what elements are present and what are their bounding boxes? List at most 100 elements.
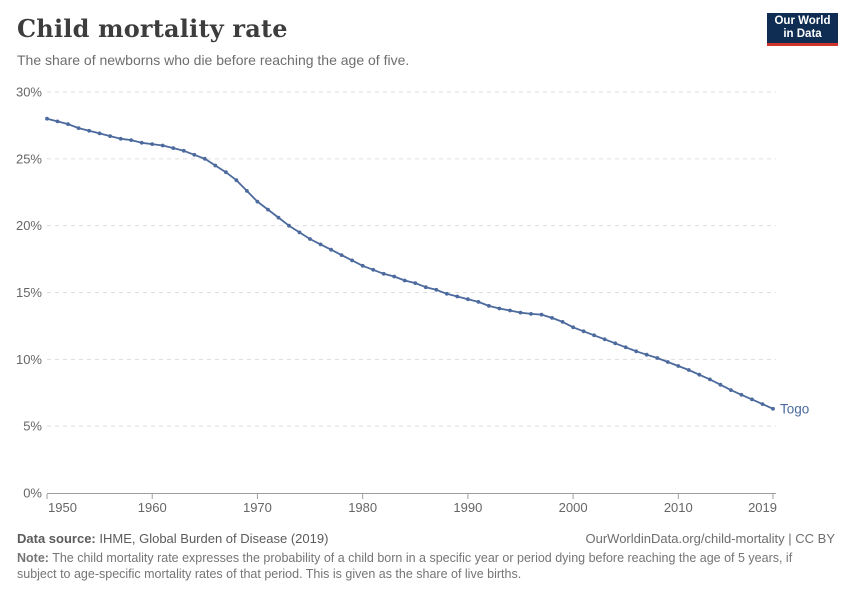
data-point[interactable]	[76, 126, 81, 130]
data-source-line: Data source: IHME, Global Burden of Dise…	[17, 531, 328, 546]
data-source-label: Data source:	[17, 531, 96, 546]
data-point[interactable]	[508, 308, 512, 313]
data-point[interactable]	[234, 178, 239, 183]
data-point[interactable]	[276, 215, 281, 220]
x-axis-tick-label: 1980	[348, 500, 377, 515]
data-line-togo[interactable]	[46, 117, 774, 410]
data-point[interactable]	[266, 207, 270, 212]
data-point[interactable]	[45, 116, 49, 121]
data-point[interactable]	[318, 242, 323, 247]
data-point[interactable]	[571, 325, 575, 330]
data-point[interactable]	[560, 320, 565, 324]
data-point[interactable]	[339, 253, 344, 257]
page-title: Child mortality rate	[17, 14, 288, 43]
data-point[interactable]	[518, 310, 523, 315]
note-label: Note:	[17, 551, 49, 565]
data-point[interactable]	[150, 142, 155, 147]
data-point[interactable]	[665, 360, 670, 364]
owid-url-link[interactable]: OurWorldinData.org/child-mortality | CC …	[585, 531, 836, 546]
data-point[interactable]	[476, 300, 481, 304]
y-axis-tick-label: 15%	[16, 285, 42, 300]
data-point[interactable]	[623, 345, 628, 350]
y-axis-tick-label: 10%	[16, 352, 42, 367]
data-point[interactable]	[739, 392, 744, 397]
data-point[interactable]	[466, 297, 470, 302]
data-point[interactable]	[634, 349, 639, 354]
data-point[interactable]	[308, 237, 312, 241]
data-point[interactable]	[487, 304, 491, 308]
data-point[interactable]	[402, 278, 407, 283]
data-point[interactable]	[750, 397, 754, 402]
data-point[interactable]	[297, 230, 302, 235]
x-axis-tick-label: 2000	[559, 500, 588, 515]
data-point[interactable]	[550, 316, 554, 320]
x-axis-tick-label: 2010	[664, 500, 693, 515]
data-point[interactable]	[108, 134, 112, 139]
y-axis-tick-label: 20%	[16, 218, 42, 233]
chart-subtitle: The share of newborns who die before rea…	[17, 52, 410, 68]
data-point[interactable]	[686, 368, 691, 372]
owid-logo[interactable]: Our World in Data	[767, 13, 838, 46]
note-value: The child mortality rate expresses the p…	[17, 551, 793, 581]
data-point[interactable]	[192, 152, 197, 157]
y-axis-tick-label: 30%	[16, 85, 42, 100]
data-point[interactable]	[760, 402, 765, 406]
data-point[interactable]	[66, 122, 70, 126]
data-point[interactable]	[413, 281, 418, 285]
data-point[interactable]	[97, 131, 102, 136]
data-source-value: IHME, Global Burden of Disease (2019)	[95, 531, 329, 546]
data-point[interactable]	[255, 199, 260, 204]
data-point[interactable]	[592, 333, 596, 338]
data-point[interactable]	[539, 312, 544, 317]
y-axis-tick-label: 0%	[23, 486, 42, 501]
data-point[interactable]	[581, 329, 586, 334]
data-point[interactable]	[497, 306, 502, 311]
data-point[interactable]	[350, 258, 354, 263]
data-point[interactable]	[708, 377, 712, 382]
data-point[interactable]	[118, 136, 123, 141]
data-point[interactable]	[55, 119, 60, 124]
x-axis-tick-label: 1960	[138, 500, 167, 515]
y-axis-tick-label: 5%	[23, 419, 42, 434]
data-point[interactable]	[444, 291, 449, 296]
data-point[interactable]	[87, 128, 91, 133]
data-point[interactable]	[423, 285, 428, 290]
data-point[interactable]	[455, 294, 460, 299]
data-point[interactable]	[729, 388, 733, 392]
data-point[interactable]	[360, 263, 365, 268]
data-point[interactable]	[139, 140, 144, 145]
data-point[interactable]	[329, 247, 333, 252]
x-axis-tick-label: 1950	[48, 500, 77, 515]
chart-note: Note: The child mortality rate expresses…	[17, 551, 819, 582]
data-point[interactable]	[718, 382, 723, 387]
data-point[interactable]	[676, 364, 681, 368]
data-point[interactable]	[371, 267, 376, 272]
x-axis-tick-label: 1990	[453, 500, 482, 515]
data-point[interactable]	[224, 170, 228, 175]
x-axis-tick-label: 2019	[748, 500, 777, 515]
data-point[interactable]	[697, 372, 702, 377]
data-point[interactable]	[245, 189, 249, 193]
data-point[interactable]	[644, 352, 649, 357]
data-point[interactable]	[171, 146, 176, 151]
data-point[interactable]	[213, 163, 218, 168]
series-end-label[interactable]: Togo	[780, 401, 809, 416]
data-point[interactable]	[381, 271, 386, 276]
data-point[interactable]	[529, 312, 533, 316]
x-axis-tick-label: 1970	[243, 500, 272, 515]
data-point[interactable]	[771, 406, 775, 411]
data-point[interactable]	[613, 341, 618, 346]
data-point[interactable]	[602, 337, 607, 342]
owid-logo-line1: Our World	[774, 15, 831, 27]
data-point[interactable]	[655, 356, 660, 360]
data-point[interactable]	[129, 138, 134, 143]
y-axis-tick-label: 25%	[16, 151, 42, 166]
data-point[interactable]	[392, 274, 397, 279]
data-point[interactable]	[434, 287, 439, 292]
data-point[interactable]	[160, 143, 165, 148]
data-point[interactable]	[181, 148, 186, 153]
data-point[interactable]	[202, 156, 207, 161]
data-point[interactable]	[287, 223, 291, 228]
